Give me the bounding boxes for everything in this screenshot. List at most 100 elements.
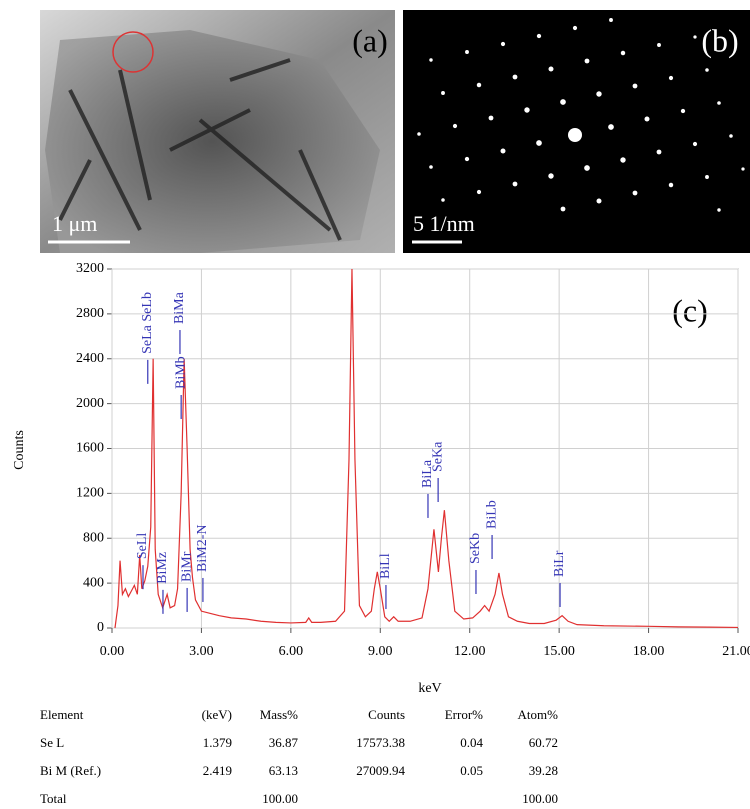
diffraction-spot (705, 175, 709, 179)
y-tick-label: 2800 (76, 306, 104, 321)
peak-label: SeLl (135, 533, 150, 560)
diffraction-spot (512, 74, 518, 80)
panel-label: (a) (352, 22, 388, 58)
peak-label: BiMz (155, 552, 170, 584)
x-tick-label: 15.00 (543, 644, 575, 659)
diffraction-spot (429, 165, 433, 169)
table-cell: Se L (40, 735, 64, 750)
peak-label: BiMb (173, 356, 188, 389)
needles (58, 58, 342, 241)
panel-b: (b) 5 1/nm (403, 10, 750, 253)
table-header: Error% (445, 707, 483, 722)
x-tick-label: 18.00 (633, 644, 665, 659)
diffraction-spot (692, 141, 698, 147)
table-cell: 17573.38 (356, 735, 405, 750)
table-header: Counts (368, 707, 405, 722)
table-cell: 2.419 (203, 763, 232, 778)
diffraction-spot (596, 91, 602, 97)
peak-label: SeKb (468, 533, 483, 564)
diffraction-spot (512, 181, 518, 187)
peak-label: SeLa SeLb (140, 292, 155, 354)
diffraction-spot (560, 206, 566, 212)
table-cell: 100.00 (262, 791, 298, 806)
y-tick-label: 2000 (76, 396, 104, 411)
peak-label: BiLb (484, 500, 499, 529)
diffraction-spot (500, 148, 506, 154)
table-cell: 63.13 (269, 763, 298, 778)
spectrum-chart: (c) keV Counts 0 400 800 1200 1600 2000 2400 28… (12, 261, 750, 696)
diffraction-spot (608, 124, 614, 130)
diffraction-spot (596, 198, 602, 204)
diffraction-spot (429, 58, 433, 62)
table-header: Element (40, 707, 84, 722)
diffraction-spot (620, 50, 626, 56)
diffraction-spot (729, 134, 733, 138)
x-tick-label: 21.00 (722, 644, 750, 659)
peak-label: BiLa (420, 459, 435, 488)
diffraction-spot (656, 149, 662, 155)
diffraction-spot (632, 190, 638, 196)
panel-a: (a) 1 μm (40, 10, 395, 253)
flake (45, 30, 380, 253)
diffraction-spot (717, 101, 721, 105)
table-cell: 27009.94 (356, 763, 405, 778)
diffraction-spot (465, 50, 469, 54)
diffraction-spot (717, 208, 721, 212)
y-tick-label: 3200 (76, 261, 104, 276)
diffraction-spot (584, 165, 590, 171)
spectrum-line (114, 268, 739, 629)
selected-area (112, 31, 154, 73)
diffraction-spot (644, 116, 650, 122)
x-tick-label: 3.00 (189, 644, 214, 659)
peak-label: BiM2-N (195, 525, 210, 572)
diffraction-spot (500, 41, 506, 47)
diffraction-spot (668, 75, 674, 81)
table-cell: 1.379 (203, 735, 232, 750)
diffraction-spot (476, 189, 482, 195)
peak-label: BiMr (179, 551, 194, 582)
diffraction-spot (609, 18, 613, 22)
table-cell: Total (40, 791, 67, 806)
x-tick-label: 12.00 (454, 644, 486, 659)
diffraction-spot (741, 167, 745, 171)
diffraction-spot (668, 182, 674, 188)
table-header: Atom% (518, 707, 559, 722)
x-axis-label: keV (418, 681, 441, 696)
diffraction-spot (548, 173, 554, 179)
diffraction-spot (620, 157, 626, 163)
diffraction-spot (548, 66, 554, 72)
diffraction-spot (536, 33, 542, 39)
diffraction-spot (524, 107, 530, 113)
y-axis-label: Counts (12, 430, 27, 470)
peak-label: BiLr (552, 550, 567, 577)
central-spot (568, 128, 582, 142)
panel-label: (b) (701, 22, 738, 58)
diffraction-spot (441, 91, 445, 95)
table-cell: 0.05 (460, 763, 483, 778)
table-cell: 36.87 (269, 735, 299, 750)
diffraction-spot (441, 198, 445, 202)
diffraction-spot (476, 82, 482, 88)
y-tick-label: 1600 (76, 441, 104, 456)
diffraction-spot (657, 43, 661, 47)
table-header: Mass% (260, 707, 298, 722)
diffraction-spot (584, 58, 590, 64)
table-cell: Bi M (Ref.) (40, 763, 101, 778)
diffraction-spot (464, 156, 470, 162)
diffraction-spot (536, 140, 542, 146)
y-tick-label: 400 (83, 575, 104, 590)
diffraction-spot (488, 115, 494, 121)
peak-label: SeKa (430, 441, 445, 472)
composition-table: Element (keV) Mass% Counts Error% Atom% Se L 1.… (40, 707, 558, 806)
table-header: (keV) (202, 707, 232, 722)
table-cell: 60.72 (529, 735, 558, 750)
x-tick-label: 9.00 (368, 644, 393, 659)
table-cell: 0.04 (460, 735, 483, 750)
y-tick-label: 800 (83, 530, 104, 545)
diffraction-spot (452, 123, 458, 129)
panel-label: (c) (672, 292, 708, 328)
y-tick-label: 2400 (76, 351, 104, 366)
diffraction-spot (705, 68, 709, 72)
x-tick-label: 6.00 (279, 644, 304, 659)
